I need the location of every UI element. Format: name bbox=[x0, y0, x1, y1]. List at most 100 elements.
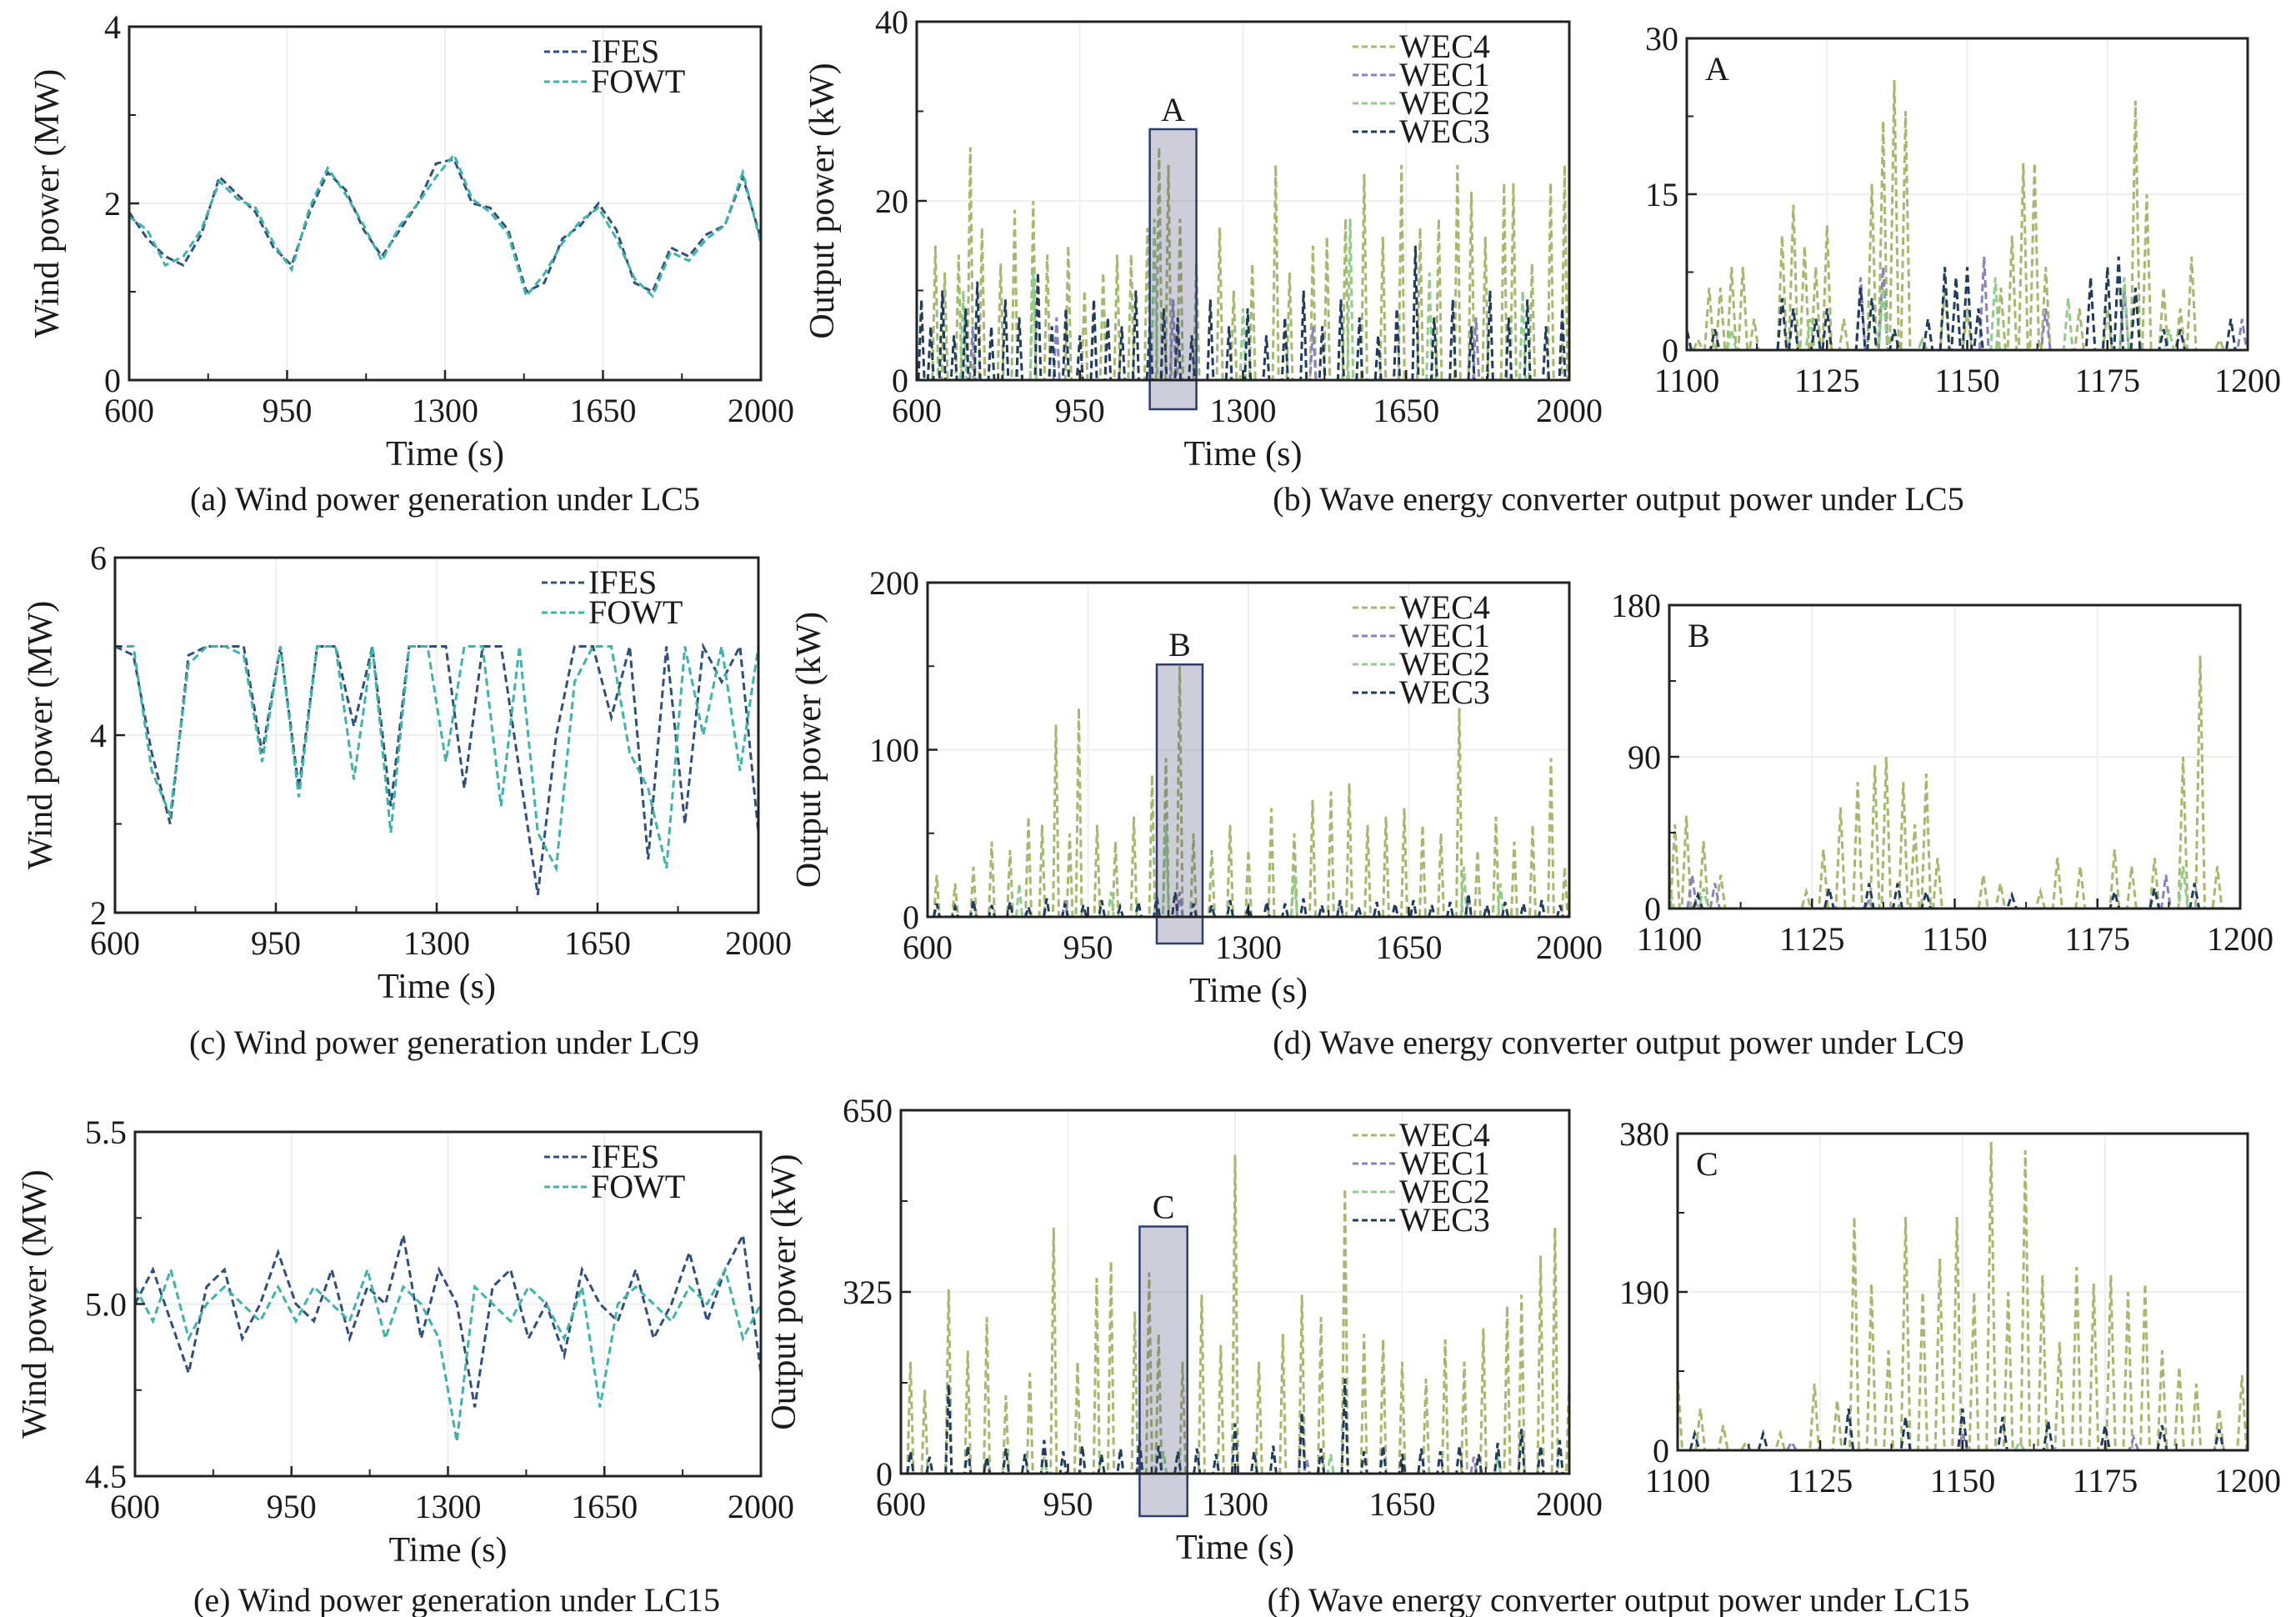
x-tick-label: 1125 bbox=[1794, 362, 1860, 399]
x-tick-label: 1300 bbox=[1202, 1485, 1268, 1523]
series-line-wec2 bbox=[1669, 866, 2189, 909]
x-tick-label: 1650 bbox=[1373, 392, 1439, 429]
series-line-wec2 bbox=[1726, 277, 2175, 350]
x-tick-label: 1200 bbox=[2207, 920, 2273, 958]
x-tick-label: 1300 bbox=[415, 1488, 482, 1525]
legend-label-ifes: IFES bbox=[591, 1138, 659, 1175]
panel-c: 600 950 1300 1650 2000 2 4 6 Time (s) Wind power … bbox=[22, 539, 792, 1061]
x-axis-label: Time (s) bbox=[1176, 1529, 1294, 1567]
y-tick-label: 4 bbox=[90, 717, 107, 754]
panel-dz: 1100 1125 1150 1175 1200 0 90 180 B bbox=[1611, 587, 2273, 958]
y-tick-label: 650 bbox=[843, 1092, 893, 1129]
zoom-highlight-box bbox=[1148, 128, 1198, 411]
y-tick-label: 2 bbox=[104, 185, 121, 223]
series-line-ifes bbox=[129, 158, 761, 294]
x-tick-label: 950 bbox=[1055, 392, 1105, 429]
series-group bbox=[129, 152, 761, 299]
x-tick-label: 1650 bbox=[1369, 1485, 1436, 1523]
zoom-highlight-label: C bbox=[1153, 1189, 1175, 1226]
y-axis-label: Output power (kW) bbox=[803, 63, 842, 338]
panel-caption: (b) Wave energy converter output power u… bbox=[1273, 480, 1963, 518]
series-line-wec2 bbox=[2013, 1439, 2026, 1450]
x-tick-label: 600 bbox=[892, 392, 942, 429]
series-line-wec2 bbox=[958, 218, 1528, 380]
y-tick-label: 0 bbox=[1653, 1432, 1669, 1469]
inset-label: A bbox=[1705, 50, 1729, 88]
y-axis-label: Wind power (MW) bbox=[22, 601, 60, 870]
x-tick-label: 1300 bbox=[1210, 392, 1277, 429]
x-tick-label: 1650 bbox=[571, 1488, 638, 1525]
series-line-fowt bbox=[135, 1265, 761, 1442]
x-tick-label: 1150 bbox=[1934, 362, 2000, 399]
series-line-wec3 bbox=[1687, 256, 2237, 350]
x-tick-label: 600 bbox=[110, 1488, 160, 1525]
x-tick-label: 1125 bbox=[1788, 1462, 1853, 1499]
x-tick-label: 1650 bbox=[564, 924, 631, 962]
y-tick-label: 0 bbox=[892, 362, 908, 399]
y-tick-label: 90 bbox=[1628, 738, 1661, 776]
legend-label-wec2: WEC2 bbox=[1399, 645, 1490, 683]
y-tick-label: 190 bbox=[1619, 1274, 1669, 1311]
panel-fz: 1100 1125 1150 1175 1200 0 190 380 C bbox=[1619, 1115, 2281, 1499]
series-line-wec4 bbox=[1678, 1141, 2248, 1450]
y-tick-label: 0 bbox=[876, 1455, 893, 1493]
x-tick-label: 1650 bbox=[1376, 929, 1443, 966]
y-axis-label: Wind power (MW) bbox=[16, 1169, 54, 1439]
series-group bbox=[906, 1154, 1569, 1474]
legend-label-fowt: FOWT bbox=[588, 593, 683, 631]
series-line-ifes bbox=[115, 642, 758, 895]
series-line-fowt bbox=[129, 152, 761, 299]
x-tick-label: 2000 bbox=[728, 1488, 794, 1525]
y-tick-label: 325 bbox=[843, 1274, 893, 1311]
x-tick-label: 1100 bbox=[1654, 362, 1720, 399]
x-tick-label: 600 bbox=[903, 929, 953, 966]
y-tick-label: 40 bbox=[875, 3, 908, 41]
series-group bbox=[917, 147, 1569, 380]
x-tick-label: 600 bbox=[876, 1485, 926, 1523]
legend-label-wec1: WEC1 bbox=[1399, 56, 1490, 93]
y-tick-label: 0 bbox=[903, 899, 919, 936]
panel-caption: (c) Wind power generation under LC9 bbox=[189, 1024, 699, 1061]
series-line-wec1 bbox=[1785, 1429, 2140, 1450]
panel-d: B 600 950 1300 1650 2000 0 100 200 Time (s) Output… bbox=[790, 564, 1964, 1061]
zoom-highlight-box bbox=[1138, 1225, 1188, 1518]
panel-caption: (f) Wave energy converter output power u… bbox=[1268, 1581, 1970, 1617]
x-tick-label: 950 bbox=[263, 392, 313, 429]
x-tick-label: 1300 bbox=[403, 924, 470, 962]
inset-label: C bbox=[1696, 1145, 1718, 1183]
legend-label-wec3: WEC3 bbox=[1399, 673, 1490, 711]
panel-caption: (e) Wind power generation under LC15 bbox=[193, 1581, 720, 1617]
panel-b: A 600 950 1300 1650 2000 0 20 40 Time (s) Output p… bbox=[803, 3, 1964, 518]
series-line-wec3 bbox=[1688, 1408, 2225, 1450]
y-tick-label: 180 bbox=[1611, 587, 1661, 624]
x-tick-label: 1150 bbox=[1922, 920, 1988, 958]
x-tick-label: 1650 bbox=[570, 392, 637, 429]
x-tick-label: 1200 bbox=[2214, 362, 2281, 399]
legend-label-wec4: WEC4 bbox=[1399, 1116, 1490, 1154]
panel-bz: 1100 1125 1150 1175 1200 0 15 30 A bbox=[1645, 20, 2281, 399]
x-tick-label: 1100 bbox=[1637, 920, 1703, 958]
series-group bbox=[1687, 79, 2248, 350]
series-line-wec1 bbox=[968, 299, 1481, 380]
x-tick-label: 950 bbox=[1063, 929, 1113, 966]
x-axis-label: Time (s) bbox=[386, 435, 504, 473]
x-tick-label: 2000 bbox=[1536, 929, 1603, 966]
y-axis-label: Wind power (MW) bbox=[28, 69, 67, 338]
y-tick-label: 15 bbox=[1645, 176, 1678, 213]
y-tick-label: 2 bbox=[90, 894, 107, 932]
x-tick-label: 1175 bbox=[2064, 920, 2130, 958]
series-line-wec4 bbox=[1692, 79, 2226, 350]
series-group bbox=[115, 642, 758, 895]
y-tick-label: 0 bbox=[1662, 332, 1678, 369]
y-tick-label: 4.5 bbox=[85, 1458, 127, 1495]
x-tick-label: 1175 bbox=[2074, 362, 2140, 399]
series-group bbox=[135, 1230, 761, 1442]
series-line-wec4 bbox=[906, 1154, 1569, 1474]
series-line-wec2 bbox=[1015, 824, 1505, 917]
zoom-highlight-box bbox=[1155, 663, 1204, 945]
